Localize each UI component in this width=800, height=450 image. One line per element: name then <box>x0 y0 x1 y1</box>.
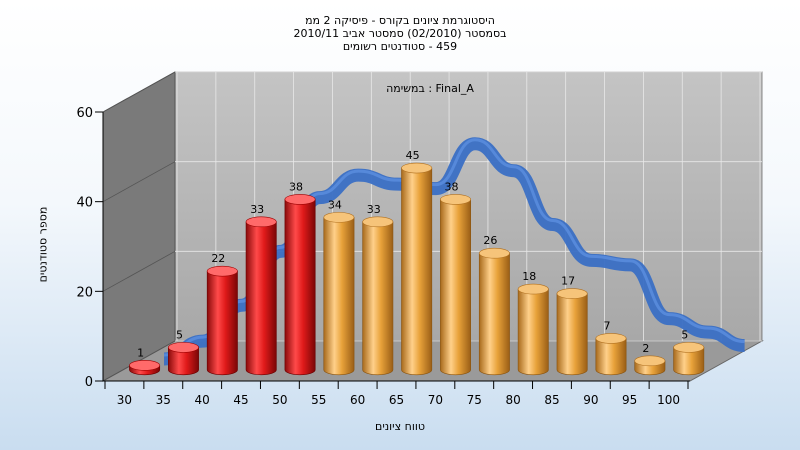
left-wall <box>102 71 176 382</box>
x-tick-label: 90 <box>583 393 598 407</box>
bar-body <box>517 288 549 376</box>
bar-body <box>362 221 394 376</box>
bar-100 <box>673 342 705 376</box>
data-label: 2 <box>642 342 649 355</box>
x-tick-label: 95 <box>622 393 637 407</box>
bar-80 <box>517 283 549 376</box>
bar-body <box>323 217 355 376</box>
data-label: 38 <box>289 180 303 193</box>
bar-body <box>401 167 433 376</box>
bar-cap <box>556 288 588 299</box>
bar-body <box>673 347 705 376</box>
gridline-left <box>102 250 176 292</box>
y-tick-label: 40 <box>76 196 93 211</box>
bar-50 <box>284 194 316 376</box>
x-tick-label: 50 <box>272 393 287 407</box>
bar-35 <box>168 342 199 376</box>
bar-cap <box>362 216 394 228</box>
x-tick-label: 65 <box>389 393 404 407</box>
bar-cap <box>673 342 705 353</box>
bar-cap <box>129 360 161 371</box>
data-label: 33 <box>367 203 381 216</box>
data-label: 33 <box>250 203 264 216</box>
y-tick-label: 20 <box>76 285 93 300</box>
y-tick-label: 60 <box>76 106 93 121</box>
x-tick-label: 70 <box>428 393 443 407</box>
bar-cap <box>517 283 549 295</box>
bar-cap <box>634 355 666 367</box>
y-tick-label: 0 <box>85 375 93 390</box>
data-label: 1 <box>137 346 144 359</box>
gridline-left <box>102 71 176 113</box>
bar-45 <box>245 216 277 376</box>
chart-title-line-3: 459 - סטודנטים רשומים <box>342 40 458 53</box>
bar-cap <box>401 162 433 174</box>
bar-40 <box>206 265 238 376</box>
bar-body <box>595 338 627 376</box>
bar-cap <box>478 247 510 259</box>
x-tick-label: 75 <box>467 393 482 407</box>
bar-70 <box>440 194 471 376</box>
bar-90 <box>595 333 627 376</box>
bar-cap <box>323 212 355 223</box>
x-axis-title: טווח ציונים <box>375 420 425 433</box>
bar-60 <box>362 216 394 376</box>
data-label: 26 <box>483 234 497 247</box>
data-label: 22 <box>211 252 225 265</box>
bar-body <box>478 252 510 376</box>
chart-title-line-1: היסטוגרמת ציונים בקורס - פיסיקה 2 ממ <box>305 14 495 27</box>
x-tick-label: 30 <box>117 393 132 407</box>
data-label: 18 <box>522 270 536 283</box>
bar-85 <box>556 288 588 376</box>
bar-body <box>206 270 238 376</box>
bar-cap <box>245 216 277 228</box>
data-label: 17 <box>561 275 575 288</box>
x-tick-label: 40 <box>195 393 210 407</box>
x-tick-label: 85 <box>544 393 559 407</box>
y-axis-title: מספר סטודנטים <box>36 206 50 283</box>
bar-95 <box>634 355 666 376</box>
data-label: 5 <box>681 328 688 341</box>
x-tick-label: 35 <box>156 393 171 407</box>
data-label: 38 <box>445 180 459 193</box>
bar-cap <box>440 194 471 205</box>
x-tick-label: 100 <box>657 393 680 407</box>
bar-30 <box>129 360 161 376</box>
data-label: 5 <box>176 328 183 341</box>
bar-body <box>245 221 277 376</box>
x-tick-label: 60 <box>350 393 365 407</box>
bar-cap <box>284 194 316 205</box>
bar-cap <box>206 265 238 277</box>
bar-body <box>556 293 588 376</box>
bar-body <box>168 347 199 376</box>
data-label: 7 <box>603 319 610 332</box>
bar-65 <box>401 162 433 376</box>
bar-body <box>284 199 316 376</box>
x-tick-label: 55 <box>311 393 326 407</box>
panel-label: במשימה : Final_A <box>386 82 474 95</box>
data-label: 45 <box>406 149 420 162</box>
gridline-left <box>102 161 176 203</box>
bar-cap <box>595 333 627 344</box>
x-tick-label: 80 <box>505 393 520 407</box>
chart-title-line-2: בסמסטר (02/2010) סמסטר אביב 2010/11 <box>293 27 507 40</box>
bar-55 <box>323 212 355 376</box>
bar-body <box>440 199 471 376</box>
bar-75 <box>478 247 510 376</box>
x-tick-label: 45 <box>233 393 248 407</box>
bar-cap <box>168 342 199 353</box>
data-label: 34 <box>328 198 342 211</box>
